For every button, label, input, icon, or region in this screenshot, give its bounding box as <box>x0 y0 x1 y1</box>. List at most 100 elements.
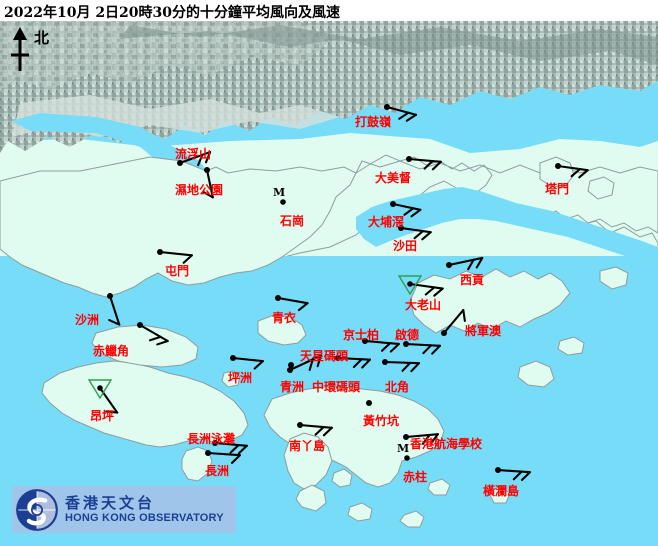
wind-barb-overlay[interactable] <box>0 21 658 546</box>
station-dot-icon[interactable] <box>384 104 390 110</box>
station-group <box>495 467 531 481</box>
station-dot-icon[interactable] <box>335 355 341 361</box>
station-dot-icon[interactable] <box>230 355 236 361</box>
station-label-19: 中環碼頭 <box>312 380 361 394</box>
green-triangle-icon <box>397 275 423 296</box>
station-group <box>362 338 400 353</box>
mainland-hills-shade <box>120 25 658 65</box>
wind-barb-shaft <box>383 360 421 365</box>
station-group <box>384 104 418 122</box>
wind-barb-feather <box>410 208 422 218</box>
hko-logo-text: 香港天文台 HONG KONG OBSERVATORY <box>65 493 224 525</box>
station-group <box>205 450 241 464</box>
wind-barb-feather <box>202 190 214 199</box>
wind-barb-feather <box>204 151 212 164</box>
station-dot-icon[interactable] <box>297 422 303 428</box>
station-dot-icon[interactable] <box>398 225 404 231</box>
map-canvas[interactable] <box>0 21 658 546</box>
station-dot-icon[interactable] <box>212 440 218 446</box>
wind-barb-feather <box>424 286 436 296</box>
station-dot-icon[interactable] <box>441 330 447 336</box>
station-dot-icon[interactable] <box>362 338 368 344</box>
station-dot-icon[interactable] <box>157 249 163 255</box>
station-label-11: 將軍澳 <box>465 324 502 338</box>
wind-barb-feather <box>433 287 444 297</box>
tsing-yi-island <box>257 314 307 346</box>
station-dot-icon[interactable] <box>495 467 501 473</box>
station-dot-icon[interactable] <box>204 167 210 173</box>
wind-barb-feather <box>422 344 433 355</box>
lamma-island <box>283 432 333 490</box>
station-group <box>398 225 432 241</box>
station-group <box>403 341 442 355</box>
station-dot-icon[interactable] <box>403 434 409 440</box>
station-dot-icon[interactable] <box>382 359 388 365</box>
wind-barb-feather <box>314 426 325 436</box>
wind-barb-shaft <box>205 168 214 199</box>
station-group <box>202 167 214 199</box>
station-dot-icon[interactable] <box>288 362 294 368</box>
station-label-21: 坪洲 <box>228 371 253 385</box>
wind-barb-feather <box>421 433 431 445</box>
station-group <box>297 422 333 437</box>
wind-barb-feather <box>413 230 425 240</box>
wind-barb-feather <box>431 160 442 171</box>
station-dot-icon[interactable] <box>404 455 410 461</box>
chek-lap-kok-island <box>91 324 199 368</box>
station-label-16: 啟德 <box>395 328 420 342</box>
north-arrow: 北 <box>6 25 66 75</box>
station-dot-icon[interactable] <box>280 199 286 205</box>
wind-barb-shaft <box>213 441 248 447</box>
peng-chau-island <box>221 370 241 388</box>
station-dot-icon[interactable] <box>287 367 293 373</box>
wind-barb-feather <box>570 168 582 178</box>
station-label-17: 天星碼頭 <box>300 349 349 363</box>
wind-barb-feather <box>462 308 466 322</box>
eastern-islets <box>487 266 629 504</box>
wind-barb-shaft <box>276 296 309 305</box>
southern-islets <box>295 468 451 522</box>
hko-name-cn: 香港天文台 <box>65 493 156 512</box>
station-label-2: 濕地公園 <box>175 183 224 197</box>
wind-barb-shaft <box>108 294 121 326</box>
station-label-13: 赤鱲角 <box>93 344 130 358</box>
sai-kung-land <box>409 268 571 334</box>
wind-barb-shaft <box>138 323 169 343</box>
station-label-6: 大埔滘 <box>368 215 405 229</box>
station-dot-icon[interactable] <box>275 295 281 301</box>
wind-barb-feather <box>410 362 421 373</box>
station-dot-icon[interactable] <box>406 156 412 162</box>
station-dot-icon[interactable] <box>97 385 103 391</box>
station-dot-icon[interactable] <box>366 400 372 406</box>
station-group <box>441 308 466 336</box>
station-dot-icon[interactable] <box>107 293 113 299</box>
station-label-12: 沙洲 <box>75 313 100 327</box>
wind-barb-shaft <box>288 354 322 372</box>
wind-barb-feather <box>398 111 410 120</box>
wind-barb-shaft <box>404 433 439 439</box>
station-dot-icon[interactable] <box>177 160 183 166</box>
wind-barb-feather <box>380 342 392 352</box>
station-label-10: 大老山 <box>405 298 442 312</box>
page-title: 2022年10月 2日20時30分的十分鐘平均風向及風速 <box>4 5 341 21</box>
wind-barb-feather <box>520 471 531 481</box>
station-dot-icon[interactable] <box>407 281 413 287</box>
wind-barb-shaft <box>298 423 333 429</box>
station-dot-icon[interactable] <box>446 262 452 268</box>
station-group <box>406 156 442 171</box>
wind-barb-feather <box>149 335 162 342</box>
station-group <box>404 455 410 461</box>
station-dot-icon[interactable] <box>205 450 211 456</box>
station-dot-icon[interactable] <box>390 201 396 207</box>
deep-bay-water <box>12 113 206 179</box>
wind-barb-shaft <box>447 256 484 267</box>
station-dot-icon[interactable] <box>137 322 143 328</box>
station-label-9: 西貢 <box>460 273 485 287</box>
station-label-22: 昂坪 <box>90 409 115 423</box>
station-dot-icon[interactable] <box>555 163 561 169</box>
wind-barb-feather <box>322 426 333 437</box>
station-label-28: 赤柱 <box>403 470 428 484</box>
station-dot-icon[interactable] <box>403 341 409 347</box>
wind-barb-shaft <box>363 339 400 346</box>
tolo-harbour-water <box>356 187 658 265</box>
